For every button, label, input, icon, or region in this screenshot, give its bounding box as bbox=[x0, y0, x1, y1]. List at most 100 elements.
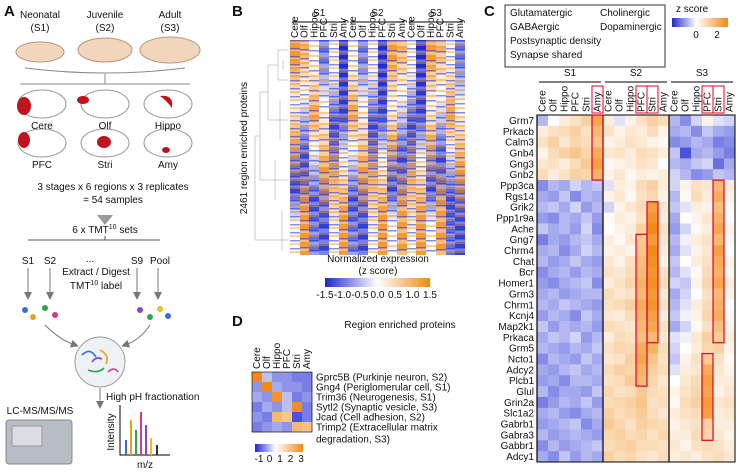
heatmap-cell bbox=[658, 266, 670, 278]
heatmap-cell bbox=[724, 125, 736, 137]
heatmap-cell bbox=[548, 440, 560, 452]
heatmap-cell bbox=[713, 158, 725, 170]
heatmap-cell bbox=[636, 201, 648, 213]
gene-label: Prkaca bbox=[503, 333, 535, 344]
heatmap-cell bbox=[559, 407, 571, 419]
heatmap-cell bbox=[669, 277, 681, 289]
heatmap-cell bbox=[724, 386, 736, 398]
heatmap-cell bbox=[702, 342, 714, 354]
heatmap-cell bbox=[691, 440, 703, 452]
heatmap-cell bbox=[603, 266, 615, 278]
region-label: PFC bbox=[32, 160, 52, 171]
heatmap-cell bbox=[592, 407, 604, 419]
heatmap-cell bbox=[691, 136, 703, 148]
heatmap-cell bbox=[292, 392, 303, 403]
heatmap-cell bbox=[570, 212, 582, 224]
heatmap-cell bbox=[592, 201, 604, 213]
heatmap-cell bbox=[292, 372, 303, 383]
protein-label: Trim36 (Neurogenesis, S1) bbox=[316, 393, 436, 404]
heatmap-cell bbox=[570, 180, 582, 192]
heatmap-cell bbox=[713, 299, 725, 311]
heatmap-cell bbox=[559, 125, 571, 137]
heatmap-cell bbox=[636, 180, 648, 192]
heatmap-cell bbox=[680, 364, 692, 376]
heatmap-cell bbox=[592, 223, 604, 235]
heatmap-cell bbox=[636, 190, 648, 203]
heatmap-cell bbox=[658, 342, 670, 354]
heatmap-cell bbox=[603, 136, 615, 148]
heatmap-cell bbox=[669, 212, 681, 224]
heatmap-cell bbox=[680, 115, 692, 127]
region-label: Hippo bbox=[692, 85, 703, 112]
heatmap-cell bbox=[724, 147, 736, 159]
heatmap-cell bbox=[669, 299, 681, 311]
heatmap-cell bbox=[603, 255, 615, 268]
heatmap-cell bbox=[724, 180, 736, 192]
heatmap-cell bbox=[647, 429, 659, 441]
stage-code: (S1) bbox=[31, 23, 50, 34]
heatmap-cell bbox=[614, 418, 626, 430]
heatmap-cell bbox=[713, 136, 725, 148]
region-label: Hippo bbox=[368, 11, 379, 38]
heatmap-cell bbox=[647, 375, 659, 387]
heatmap-cell bbox=[581, 255, 593, 268]
heatmap-cell bbox=[691, 331, 703, 344]
heatmap-cell bbox=[680, 136, 692, 148]
heatmap-cell bbox=[669, 396, 681, 409]
heatmap-cell bbox=[669, 429, 681, 441]
heatmap-cell bbox=[636, 115, 648, 127]
heatmap-cell bbox=[691, 125, 703, 137]
legend-entry: Postsynaptic density bbox=[510, 36, 601, 47]
heatmap-cell bbox=[581, 364, 593, 376]
heatmap-cell bbox=[581, 266, 593, 278]
heatmap-cell bbox=[603, 288, 615, 300]
heatmap-cell bbox=[691, 386, 703, 398]
region-label: Stri bbox=[292, 354, 303, 369]
heatmap-cell bbox=[592, 331, 604, 344]
heatmap-cell bbox=[570, 440, 582, 452]
heatmap-cell bbox=[669, 353, 681, 365]
stage-name: Neonatal bbox=[20, 10, 60, 21]
highlight-box bbox=[646, 201, 659, 344]
heatmap-cell bbox=[302, 402, 313, 413]
heatmap-cell bbox=[625, 364, 637, 376]
panel-label: C bbox=[484, 3, 495, 20]
heatmap-cell bbox=[559, 321, 571, 333]
heatmap-cell bbox=[570, 245, 582, 257]
heatmap-cell bbox=[691, 169, 703, 181]
heatmap-cell bbox=[691, 321, 703, 333]
region-label: Cere bbox=[348, 16, 359, 38]
heatmap-cell bbox=[603, 364, 615, 376]
heatmap-cell bbox=[713, 353, 725, 365]
heatmap-cell bbox=[603, 201, 615, 213]
heatmap-cell bbox=[713, 201, 725, 213]
region-label: PFC bbox=[282, 349, 293, 369]
heatmap-cell bbox=[702, 180, 714, 192]
gene-label: Grm5 bbox=[509, 344, 534, 355]
gene-label: Bcr bbox=[519, 268, 535, 279]
panel-label: A bbox=[4, 3, 15, 20]
heatmap-cell bbox=[658, 321, 670, 333]
heatmap-cell bbox=[669, 266, 681, 278]
heatmap-cell bbox=[570, 299, 582, 311]
heatmap-cell bbox=[636, 245, 648, 257]
heatmap-cell bbox=[570, 364, 582, 376]
set-label: Pool bbox=[150, 256, 170, 267]
heatmap-cell bbox=[680, 277, 692, 289]
heatmap-texture bbox=[377, 40, 388, 255]
heatmap-cell bbox=[570, 288, 582, 300]
heatmap-cell bbox=[548, 245, 560, 257]
gene-label: Grm3 bbox=[509, 289, 534, 300]
heatmap-cell bbox=[680, 245, 692, 257]
set-label: S2 bbox=[44, 256, 57, 267]
protein-label: Gprc5B (Purkinje neuron, S2) bbox=[316, 373, 447, 384]
heatmap-cell bbox=[548, 255, 560, 268]
heatmap-cell bbox=[614, 364, 626, 376]
heatmap-cell bbox=[262, 382, 273, 393]
gene-label: Grm7 bbox=[509, 116, 534, 127]
heatmap-cell bbox=[724, 331, 736, 344]
heatmap-cell bbox=[603, 234, 615, 246]
heatmap-cell bbox=[559, 115, 571, 127]
heatmap-cell bbox=[713, 234, 725, 246]
